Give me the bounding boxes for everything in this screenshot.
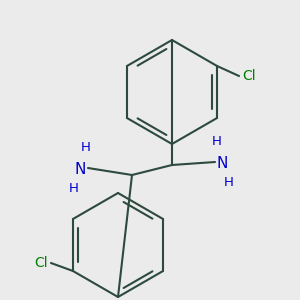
Text: N: N xyxy=(75,163,86,178)
Text: H: H xyxy=(69,182,79,195)
Text: H: H xyxy=(224,176,234,189)
Text: H: H xyxy=(212,135,222,148)
Text: Cl: Cl xyxy=(34,256,48,270)
Text: N: N xyxy=(217,157,228,172)
Text: Cl: Cl xyxy=(242,69,256,83)
Text: H: H xyxy=(81,141,91,154)
